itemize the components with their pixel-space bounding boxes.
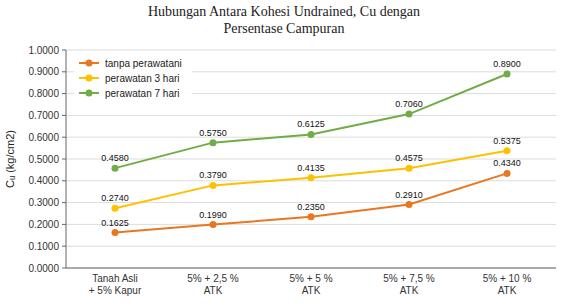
tick-label: 5% + 2,5 %ATK (187, 273, 239, 296)
x-axis-line (66, 268, 556, 269)
legend-label: perawatan 7 hari (105, 88, 180, 99)
tick-label: 0.8000 (28, 88, 59, 99)
grid-line (66, 224, 556, 225)
point (112, 205, 119, 212)
tick-label: 5% + 10 %ATK (483, 273, 532, 296)
point (504, 170, 511, 177)
legend-marker (86, 75, 93, 82)
point (210, 182, 217, 189)
tick-label: 0.2000 (28, 219, 59, 230)
tick-mark (62, 159, 66, 160)
tick-mark (62, 246, 66, 247)
chart: Hubungan Antara Kohesi Undrained, Cu den… (0, 0, 568, 308)
y-axis-line (66, 50, 67, 268)
legend-label: tanpa perawatani (105, 58, 182, 69)
grid-line (66, 246, 556, 247)
data-label: 0.1990 (199, 210, 227, 220)
tick-mark (62, 202, 66, 203)
data-label: 0.3790 (199, 170, 227, 180)
tick-mark (62, 137, 66, 138)
point (210, 221, 217, 228)
point (308, 174, 315, 181)
title: Hubungan Antara Kohesi Undrained, Cu den… (148, 4, 420, 36)
data-label: 0.4580 (101, 153, 129, 163)
legend-box (74, 52, 192, 103)
series-line (115, 151, 507, 208)
data-label: 0.5750 (199, 128, 227, 138)
point (112, 229, 119, 236)
grid-line (66, 268, 556, 269)
legend: tanpa perawatani perawatan 3 hari perawata… (74, 52, 192, 103)
point (112, 165, 119, 172)
legend-marker (86, 60, 93, 67)
legend-marker (86, 90, 93, 97)
tick-label: Tanah Asli+ 5% Kapur (89, 273, 142, 296)
tick-mark (62, 115, 66, 116)
tick-label: 0.6000 (28, 132, 59, 143)
tick-mark (62, 71, 66, 72)
data-label: 0.7060 (395, 99, 423, 109)
tick-mark (62, 224, 66, 225)
y-axis: 0.0000 0.1000 0.2000 0.3000 0.4000 0.5000 0.60… (28, 45, 556, 274)
series-line (115, 173, 507, 232)
tick-label: 0.3000 (28, 197, 59, 208)
x-axis: Tanah Asli+ 5% Kapur 5% + 2,5 %ATK 5% + 5 … (89, 273, 532, 296)
point (308, 131, 315, 138)
data-label: 0.2740 (101, 193, 129, 203)
data-label: 0.2910 (395, 190, 423, 200)
data-label: 0.1625 (101, 218, 129, 228)
point (308, 213, 315, 220)
grid-line (66, 115, 556, 116)
point (210, 139, 217, 146)
grid-line (66, 159, 556, 160)
data-label: 0.2350 (297, 202, 325, 212)
tick-mark (62, 93, 66, 94)
data-label: 0.5375 (493, 136, 521, 146)
point (406, 165, 413, 172)
tick-mark (62, 268, 66, 269)
tick-mark (62, 50, 66, 51)
tick-label: 0.1000 (28, 241, 59, 252)
point (406, 201, 413, 208)
data-label: 0.4340 (493, 158, 521, 168)
grid-line (66, 50, 556, 51)
data-label: 0.6125 (297, 119, 325, 129)
tick-label: 0.0000 (28, 263, 59, 274)
tick-mark (62, 180, 66, 181)
tick-label: 5% + 5 %ATK (289, 273, 332, 296)
tick-label: 0.7000 (28, 110, 59, 121)
point (504, 70, 511, 77)
tick-label: 0.4000 (28, 175, 59, 186)
y-axis-label: Cᵤ (kg/cm2) (4, 130, 16, 188)
point (406, 111, 413, 118)
tick-label: 0.5000 (28, 154, 59, 165)
legend-label: perawatan 3 hari (105, 73, 180, 84)
data-label: 0.4135 (297, 163, 325, 173)
tick-label: 5% + 7,5 %ATK (383, 273, 435, 296)
tick-label: 0.9000 (28, 66, 59, 77)
point (504, 147, 511, 154)
data-label: 0.4575 (395, 153, 423, 163)
data-label: 0.8900 (493, 59, 521, 69)
tick-label: 1.0000 (28, 45, 59, 56)
